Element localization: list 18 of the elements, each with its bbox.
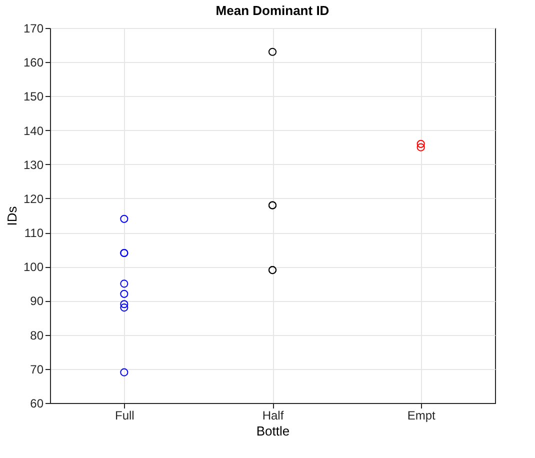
y-tick-label: 100	[23, 260, 44, 274]
x-tick-label: Half	[262, 408, 284, 422]
y-tick-label: 110	[24, 226, 44, 240]
chart-title: Mean Dominant ID	[216, 3, 330, 18]
x-axis-title: Bottle	[256, 424, 290, 438]
y-tick-label: 60	[30, 396, 44, 410]
y-tick-label: 150	[23, 90, 44, 104]
x-tick-label: Full	[114, 408, 134, 422]
x-tick-label: Empt	[407, 408, 436, 422]
y-tick-label: 70	[30, 362, 44, 376]
y-tick-label: 140	[23, 124, 44, 138]
y-tick-label: 90	[30, 294, 44, 308]
y-tick-label: 120	[23, 192, 44, 206]
y-tick-label: 130	[23, 158, 44, 172]
y-tick-label: 160	[23, 56, 44, 70]
y-tick-label: 170	[23, 22, 44, 36]
y-axis-title: IDs	[4, 206, 20, 226]
y-tick-label: 80	[30, 328, 44, 342]
